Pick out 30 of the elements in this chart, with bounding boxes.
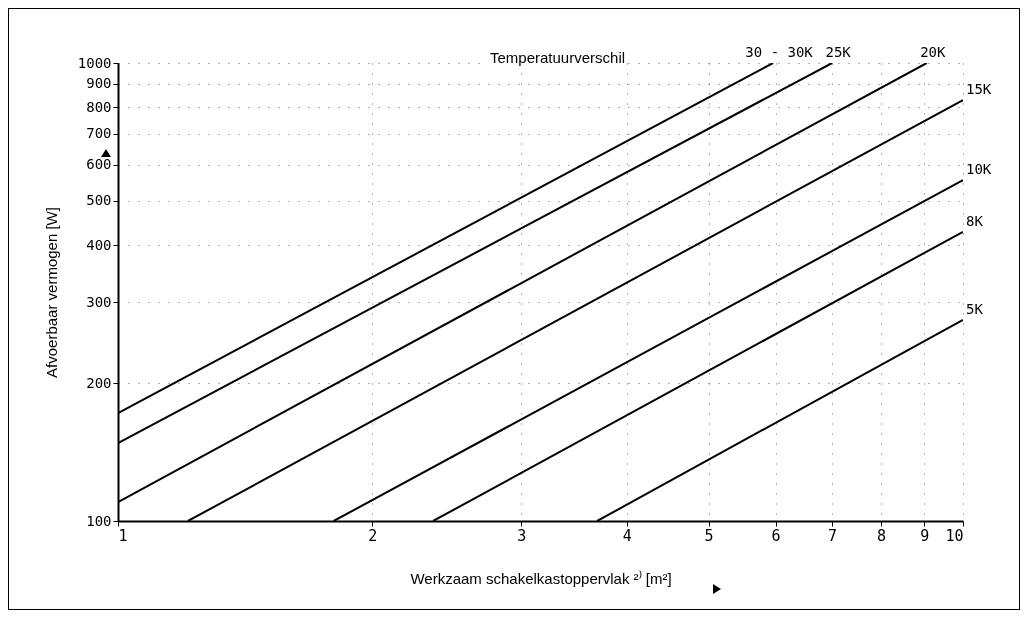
y-tick-label: 300 bbox=[86, 293, 112, 310]
series-label: 8K bbox=[966, 212, 984, 229]
series-label: 10K bbox=[966, 161, 992, 178]
y-tick-label: 700 bbox=[86, 125, 112, 142]
x-tick-label: 9 bbox=[920, 526, 930, 545]
series-label: 15K bbox=[966, 81, 992, 98]
x-axis-title: Werkzaam schakelkastoppervlak ²⁾ [m²] bbox=[410, 569, 672, 587]
y-tick-label: 400 bbox=[86, 236, 112, 253]
x-tick-label: 10 bbox=[945, 526, 964, 545]
x-tick-label: 4 bbox=[622, 526, 632, 545]
y-tick-label: 1000 bbox=[77, 54, 112, 71]
x-tick-label: 5 bbox=[704, 526, 714, 545]
series-label: 20K bbox=[920, 44, 946, 60]
y-tick-label: 600 bbox=[86, 156, 112, 173]
x-tick-label: 3 bbox=[517, 526, 527, 545]
x-tick-label: 8 bbox=[877, 526, 887, 545]
y-tick-label: 500 bbox=[86, 192, 112, 209]
y-tick-label: 200 bbox=[86, 374, 112, 391]
x-tick-label: 1 bbox=[118, 526, 128, 545]
y-axis-title: Afvoerbaar vermogen [W] bbox=[42, 207, 60, 378]
x-tick-label: 7 bbox=[828, 526, 838, 545]
legend-title: Temperatuurverschil bbox=[488, 49, 628, 66]
series-label: 5K bbox=[966, 300, 984, 317]
y-tick-label: 100 bbox=[86, 512, 112, 529]
x-tick-label: 6 bbox=[771, 526, 781, 545]
y-tick-label: 900 bbox=[86, 75, 112, 92]
series-label: 30 - 30K bbox=[745, 44, 814, 60]
series-label: 25K bbox=[825, 44, 852, 60]
y-tick-label: 800 bbox=[86, 98, 112, 115]
x-tick-label: 2 bbox=[368, 526, 378, 545]
